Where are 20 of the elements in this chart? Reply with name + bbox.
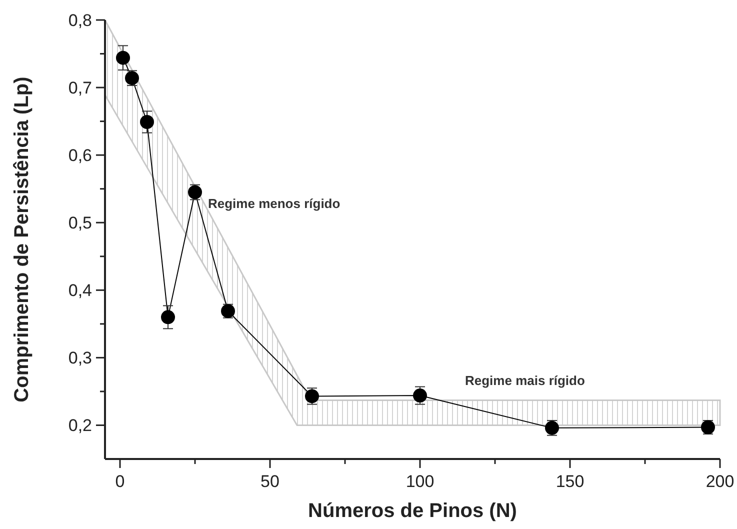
point [140,114,154,129]
point [116,50,130,65]
x-tick-label: 100 [406,472,434,491]
y-tick-label: 0,8 [68,11,92,30]
x-tick-label: 200 [706,472,734,491]
y-tick-label: 0,5 [68,214,92,233]
y-axis-title: Comprimento de Persistência (Lp) [11,76,33,402]
point [161,310,175,324]
y-tick-label: 0,2 [68,416,92,436]
annotation: Regime menos rígido [208,196,340,211]
annotation: Regime mais rígido [465,373,585,388]
x-tick-label: 0 [115,472,125,491]
y-tick-label: 0,6 [68,146,92,166]
x-tick-label: 150 [556,472,584,491]
x-axis-title: Números de Pinos (N) [308,500,517,522]
y-tick-label: 0,4 [68,281,92,300]
y-tick-label: 0,7 [68,78,92,98]
y-tick-label: 0,3 [68,348,92,368]
point [413,388,427,403]
x-tick-label: 50 [260,472,280,491]
